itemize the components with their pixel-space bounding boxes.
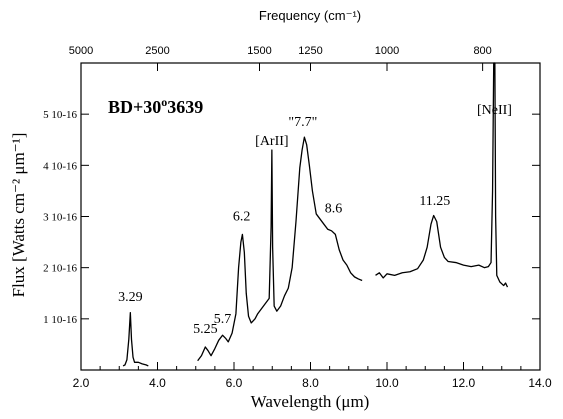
spectrum-segment-1 xyxy=(197,136,363,362)
y-tick-label-2: 3 10-16 xyxy=(43,212,77,224)
y-tick-label-0: 1 10-16 xyxy=(43,314,77,326)
x-tick-label-2: 6.0 xyxy=(226,376,243,390)
annotation-2: 5.7 xyxy=(214,312,232,327)
annotation-5: "7.7" xyxy=(288,115,317,130)
top-tick-label-3: 1250 xyxy=(298,45,322,57)
top-tick-label-2: 1500 xyxy=(247,45,271,57)
top-tick-label-5: 800 xyxy=(473,45,491,57)
x-axis-title: Wavelength (μm) xyxy=(251,392,370,411)
annotation-1: 5.25 xyxy=(193,322,218,337)
annotation-4: [ArII] xyxy=(255,134,288,149)
x-tick-label-6: 14.0 xyxy=(528,376,552,390)
top-axis-title: Frequency (cm⁻¹) xyxy=(259,8,361,23)
x-tick-label-1: 4.0 xyxy=(149,376,166,390)
annotation-8: [NeII] xyxy=(477,103,512,118)
y-axis-title: Flux [Watts cm⁻² μm⁻¹] xyxy=(9,133,28,298)
annotation-3: 6.2 xyxy=(233,210,251,225)
top-tick-label-4: 1000 xyxy=(375,45,399,57)
title-superscript: o xyxy=(161,95,167,109)
x-tick-label-5: 12.0 xyxy=(452,376,476,390)
top-tick-label-1: 2500 xyxy=(145,45,169,57)
spectrum-segment-2 xyxy=(375,62,509,288)
y-tick-label-1: 2 10-16 xyxy=(43,263,77,275)
title-prefix: BD+30 xyxy=(108,97,161,117)
y-tick-label-4: 5 10-16 xyxy=(43,109,77,121)
x-tick-label-3: 8.0 xyxy=(302,376,319,390)
annotation-6: 8.6 xyxy=(325,201,343,216)
object-title: BD+30o3639 xyxy=(108,95,203,117)
annotation-0: 3.29 xyxy=(118,290,143,305)
top-tick-label-0: 5000 xyxy=(69,45,93,57)
x-tick-label-4: 10.0 xyxy=(375,376,399,390)
title-suffix: 3639 xyxy=(167,97,203,117)
y-tick-label-3: 4 10-16 xyxy=(43,160,77,172)
annotation-7: 11.25 xyxy=(419,194,450,209)
spectrum-segment-0 xyxy=(122,312,149,367)
x-tick-label-0: 2.0 xyxy=(73,376,90,390)
